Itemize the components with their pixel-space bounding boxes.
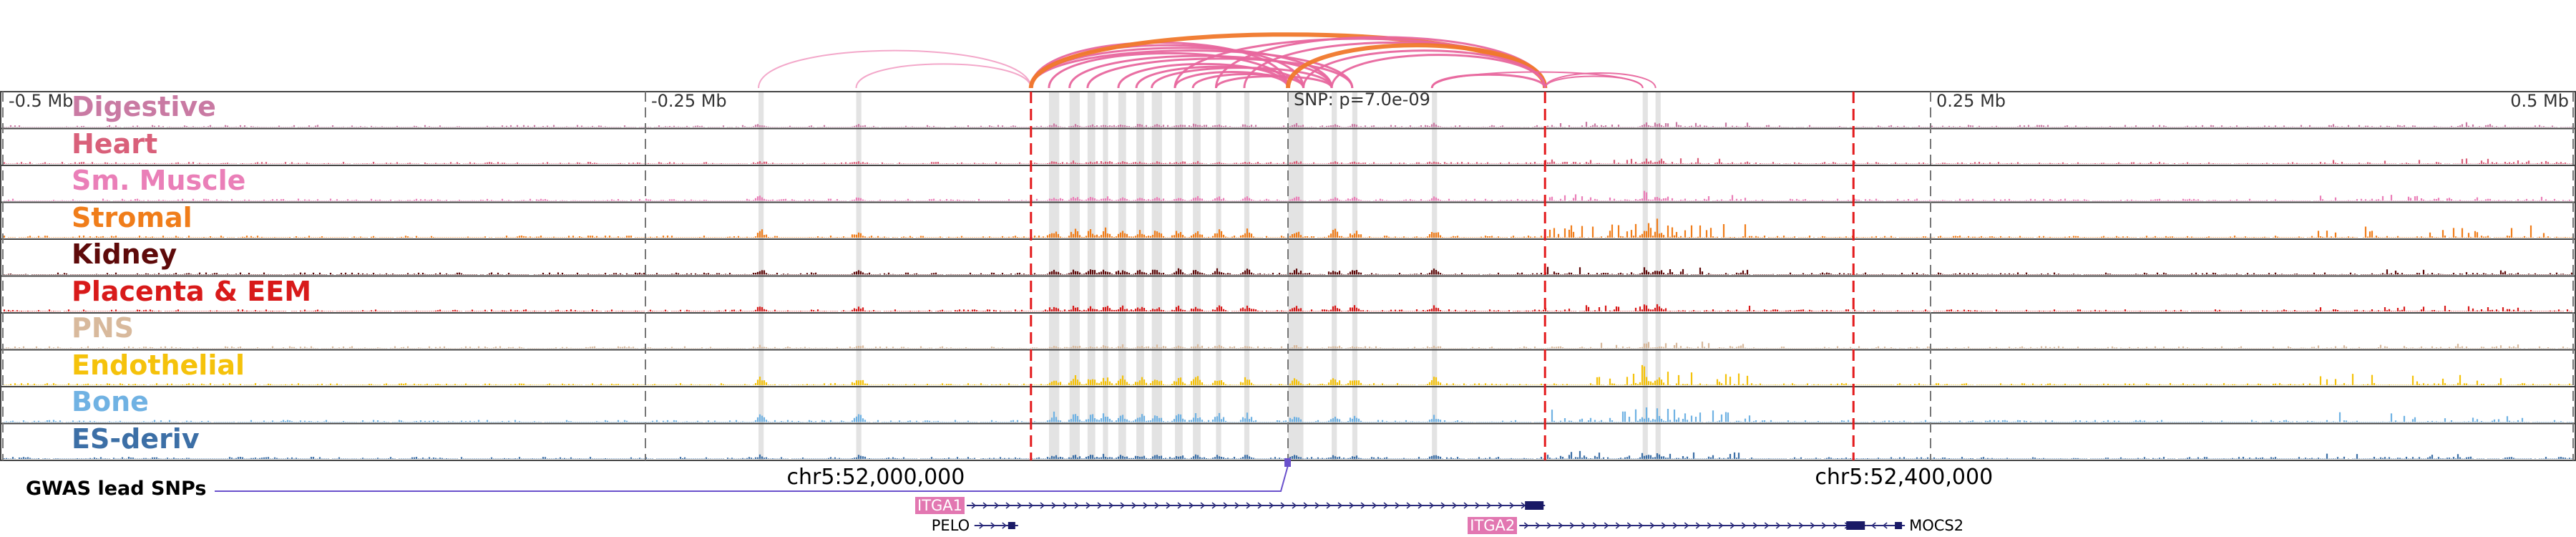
gwas-snp-box [1284, 458, 1291, 467]
gene-pelo [974, 522, 1018, 529]
loop-arc [1174, 71, 1289, 89]
gene-label: ITGA1 [915, 497, 965, 514]
loop-arc [1544, 75, 1644, 89]
loop-arc [1191, 73, 1305, 89]
track-label: Placenta & EEM [72, 275, 312, 307]
gwas-lead-snps-label: GWAS lead SNPs [26, 478, 207, 500]
track-signal [3, 342, 2573, 349]
track-signal [3, 122, 2573, 127]
tick-label: 0.5 Mb [2510, 91, 2569, 111]
track-label: Heart [72, 127, 158, 160]
snp-pvalue-label: SNP: p=7.0e-09 [1294, 90, 1430, 110]
gene-itga2 [1519, 521, 1867, 530]
gene-exon [1895, 522, 1903, 529]
gwas-leader-line [215, 465, 1289, 492]
tick-label: -0.5 Mb [9, 91, 74, 111]
loop-arc [758, 49, 1032, 89]
track-signal [3, 266, 2573, 275]
gene-label: ITGA2 [1468, 517, 1518, 534]
track-label: Digestive [72, 91, 216, 122]
loop-arc [855, 63, 1032, 89]
track-label: Sm. Muscle [72, 165, 246, 196]
gene-mocs2 [1866, 522, 1906, 529]
track-signal [3, 304, 2573, 311]
track-signal [3, 407, 2573, 422]
strand-arrows [979, 522, 1008, 529]
track-label: Endothelial [72, 349, 245, 381]
loop-arc [1068, 54, 1333, 89]
gene-label: PELO [931, 517, 970, 534]
track-signal [3, 450, 2573, 459]
gene-exon [1525, 501, 1544, 510]
gene-label: MOCS2 [1909, 517, 1964, 534]
loop-arc [1544, 72, 1657, 89]
track-signal [3, 218, 2573, 238]
strand-arrows [1523, 522, 1861, 529]
track-label: Stromal [72, 201, 192, 233]
loop-arc [1286, 43, 1548, 89]
tick-label: 0.25 Mb [1936, 91, 2006, 111]
loop-arc [1030, 49, 1354, 89]
track-signal [3, 364, 2573, 385]
loop-arc [1135, 65, 1305, 89]
gene-exon [1008, 522, 1015, 529]
coordinate-label: chr5:52,000,000 [786, 465, 965, 490]
track-label: Kidney [72, 238, 177, 270]
track-bone [0, 386, 2576, 422]
track-label: PNS [72, 312, 135, 344]
gene-itga1 [967, 501, 1546, 510]
signal-tracks [0, 91, 2576, 461]
loop-arc [1214, 75, 1333, 89]
track-placenta-eem [0, 275, 2576, 311]
loop-arc [1030, 42, 1289, 89]
loop-arc [1151, 67, 1333, 89]
track-label: Bone [72, 386, 149, 417]
track-signal [3, 190, 2573, 201]
tick-label: -0.25 Mb [651, 91, 727, 111]
gene-annotations [967, 501, 1906, 530]
track-label: ES-deriv [72, 422, 200, 455]
position-axis [2, 92, 2574, 460]
coordinate-label: chr5:52,400,000 [1815, 465, 1994, 490]
strand-arrows [971, 502, 1538, 509]
gwas-snp-marker [215, 458, 1291, 492]
track-signal [3, 158, 2573, 164]
track-sm-muscle [0, 165, 2576, 201]
chromatin-loops [758, 32, 1657, 89]
gene-exon [1846, 521, 1865, 530]
loop-arc [1430, 73, 1546, 89]
